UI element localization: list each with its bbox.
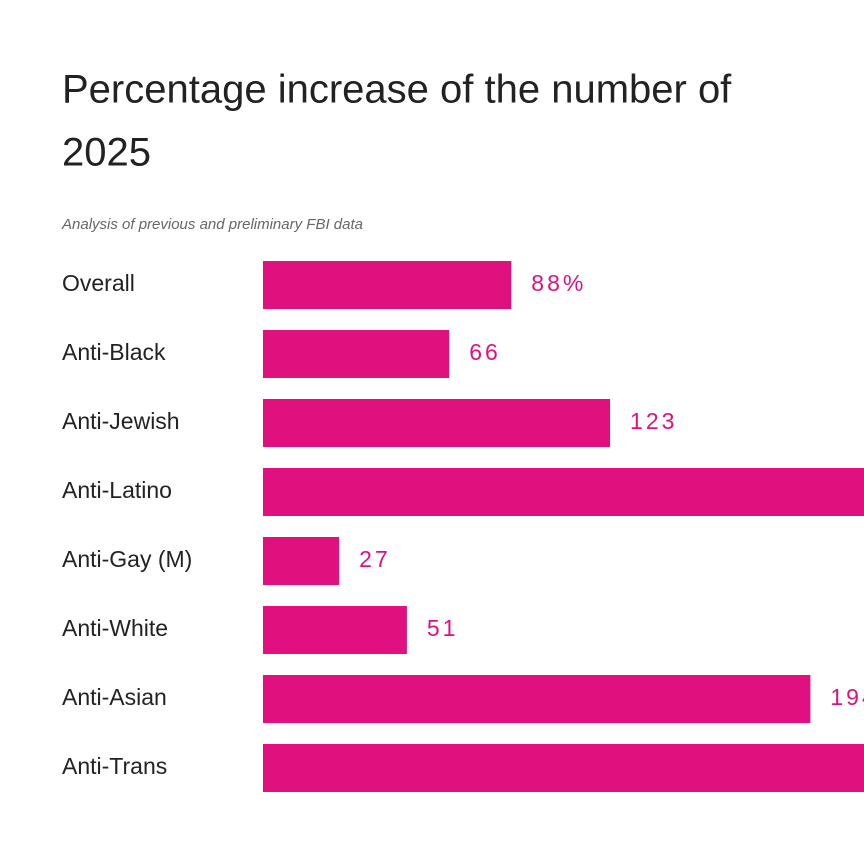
- category-label: Anti-Gay (M): [62, 546, 192, 572]
- value-label: 66: [469, 339, 501, 365]
- category-label: Anti-Trans: [62, 753, 167, 779]
- value-label: 27: [359, 546, 391, 572]
- bar: [263, 330, 450, 378]
- bar: [263, 468, 864, 516]
- category-label: Anti-White: [62, 615, 168, 641]
- value-label: 194: [830, 684, 864, 710]
- category-label: Anti-Asian: [62, 684, 167, 710]
- bar: [263, 261, 512, 309]
- bar: [263, 537, 340, 585]
- bar: [263, 606, 407, 654]
- bar: [263, 744, 864, 792]
- bar: [263, 675, 811, 723]
- value-label: 51: [427, 615, 459, 641]
- category-label: Anti-Black: [62, 339, 166, 365]
- bar: [263, 399, 611, 447]
- category-label: Anti-Latino: [62, 477, 172, 503]
- value-label: 123: [630, 408, 677, 434]
- category-label: Anti-Jewish: [62, 408, 180, 434]
- category-label: Overall: [62, 270, 135, 296]
- chart-title: 2025: [62, 131, 151, 175]
- chart-title: Percentage increase of the number of: [62, 68, 732, 112]
- chart-subtitle: Analysis of previous and preliminary FBI…: [61, 216, 363, 233]
- value-label: 88%: [531, 270, 586, 296]
